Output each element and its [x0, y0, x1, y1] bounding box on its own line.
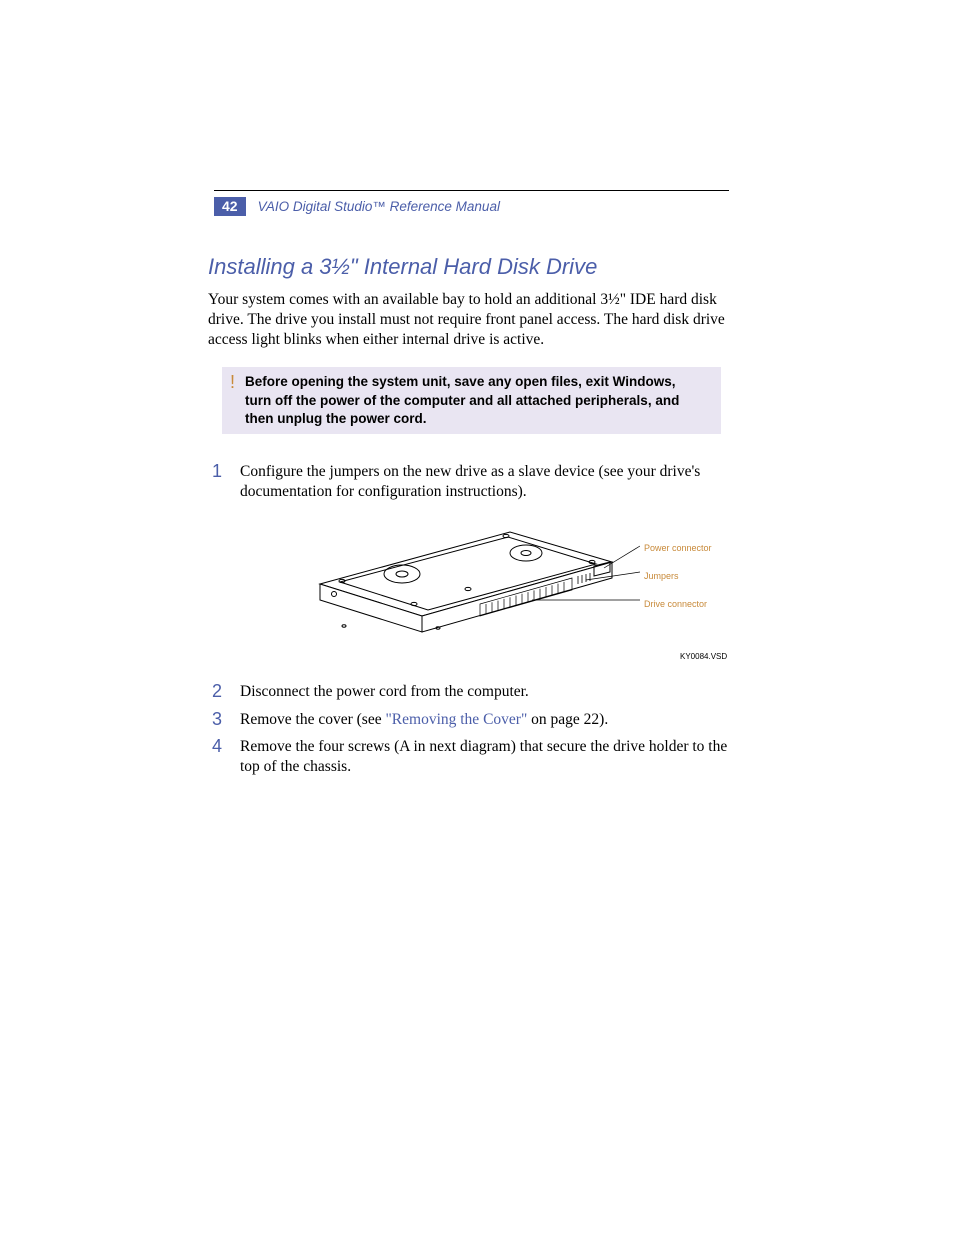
warning-icon: !	[222, 373, 235, 393]
step-text: Remove the four screws (A in next diagra…	[240, 737, 729, 777]
step-4: 4 Remove the four screws (A in next diag…	[208, 737, 729, 777]
warning-text: Before opening the system unit, save any…	[245, 373, 703, 428]
callout-drive-connector: Drive connector	[644, 600, 707, 609]
steps-list: 1 Configure the jumpers on the new drive…	[208, 462, 729, 502]
running-header: 42 VAIO Digital Studio™ Reference Manual	[214, 197, 729, 216]
step-text: Remove the cover (see "Removing the Cove…	[240, 710, 729, 730]
callout-power-connector: Power connector	[644, 544, 712, 553]
intro-paragraph: Your system comes with an available bay …	[208, 290, 729, 349]
step-1: 1 Configure the jumpers on the new drive…	[208, 462, 729, 502]
step-number: 1	[208, 462, 222, 481]
hard-drive-diagram	[300, 524, 640, 644]
step-2: 2 Disconnect the power cord from the com…	[208, 682, 729, 702]
callout-jumpers: Jumpers	[644, 572, 679, 581]
step-number: 4	[208, 737, 222, 756]
step-3: 3 Remove the cover (see "Removing the Co…	[208, 710, 729, 730]
hard-drive-figure: Power connector Jumpers Drive connector …	[300, 524, 729, 664]
step-text: Configure the jumpers on the new drive a…	[240, 462, 729, 502]
warning-box: ! Before opening the system unit, save a…	[222, 367, 721, 434]
figure-id: KY0084.VSD	[680, 652, 727, 661]
page-content: 42 VAIO Digital Studio™ Reference Manual…	[0, 0, 954, 785]
step-text: Disconnect the power cord from the compu…	[240, 682, 729, 702]
header-rule	[214, 190, 729, 191]
page-number: 42	[214, 197, 246, 216]
manual-title: VAIO Digital Studio™ Reference Manual	[258, 199, 500, 214]
step-3-post: on page 22).	[527, 711, 608, 728]
step-number: 2	[208, 682, 222, 701]
section-title: Installing a 3½" Internal Hard Disk Driv…	[208, 254, 729, 280]
step-3-pre: Remove the cover (see	[240, 711, 385, 728]
steps-list-cont: 2 Disconnect the power cord from the com…	[208, 682, 729, 777]
step-number: 3	[208, 710, 222, 729]
cross-reference-link[interactable]: "Removing the Cover"	[385, 711, 527, 728]
